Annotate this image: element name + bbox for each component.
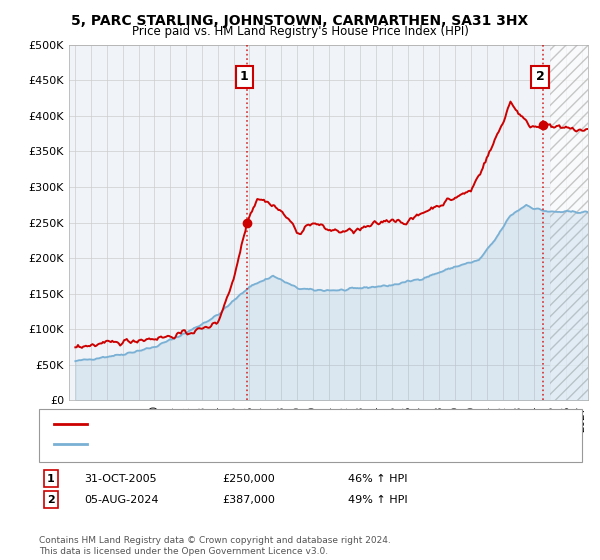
- Text: £387,000: £387,000: [222, 494, 275, 505]
- Text: 1: 1: [240, 71, 248, 83]
- Text: Contains HM Land Registry data © Crown copyright and database right 2024.
This d: Contains HM Land Registry data © Crown c…: [39, 536, 391, 556]
- Text: 05-AUG-2024: 05-AUG-2024: [84, 494, 158, 505]
- Text: 5, PARC STARLING, JOHNSTOWN, CARMARTHEN, SA31 3HX: 5, PARC STARLING, JOHNSTOWN, CARMARTHEN,…: [71, 14, 529, 28]
- Text: 2: 2: [47, 494, 55, 505]
- Text: 1: 1: [47, 474, 55, 484]
- Text: 49% ↑ HPI: 49% ↑ HPI: [348, 494, 407, 505]
- Text: 46% ↑ HPI: 46% ↑ HPI: [348, 474, 407, 484]
- Text: 31-OCT-2005: 31-OCT-2005: [84, 474, 157, 484]
- Text: 5, PARC STARLING, JOHNSTOWN, CARMARTHEN, SA31 3HX (detached house): 5, PARC STARLING, JOHNSTOWN, CARMARTHEN,…: [93, 419, 492, 429]
- Text: Price paid vs. HM Land Registry's House Price Index (HPI): Price paid vs. HM Land Registry's House …: [131, 25, 469, 38]
- Text: HPI: Average price, detached house, Carmarthenshire: HPI: Average price, detached house, Carm…: [93, 438, 374, 449]
- Text: 2: 2: [536, 71, 545, 83]
- Text: £250,000: £250,000: [222, 474, 275, 484]
